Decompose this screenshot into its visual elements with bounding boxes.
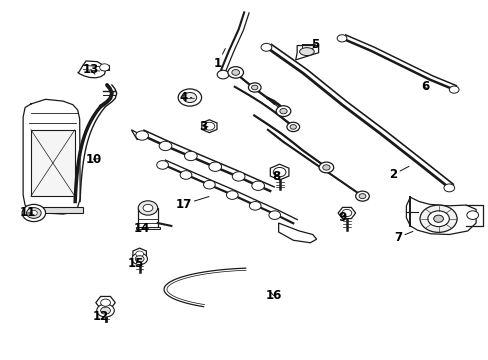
Text: 6: 6: [420, 80, 428, 93]
Text: 15: 15: [128, 257, 144, 270]
Polygon shape: [136, 226, 159, 229]
Circle shape: [101, 299, 110, 306]
Circle shape: [180, 171, 191, 179]
Polygon shape: [23, 99, 80, 214]
Ellipse shape: [299, 48, 314, 55]
Polygon shape: [337, 207, 355, 219]
Circle shape: [419, 205, 456, 232]
Text: 17: 17: [175, 197, 208, 211]
Circle shape: [183, 93, 196, 103]
Circle shape: [251, 85, 257, 90]
Text: 1: 1: [213, 49, 225, 70]
Text: 16: 16: [265, 289, 282, 302]
Polygon shape: [406, 197, 475, 234]
Circle shape: [322, 165, 329, 170]
Text: 13: 13: [82, 63, 99, 76]
Circle shape: [427, 211, 448, 226]
Circle shape: [279, 108, 286, 114]
Circle shape: [30, 211, 37, 216]
Circle shape: [466, 211, 478, 220]
Circle shape: [178, 89, 201, 106]
Circle shape: [341, 210, 351, 217]
Polygon shape: [278, 223, 316, 243]
Circle shape: [248, 83, 261, 92]
Circle shape: [273, 167, 285, 177]
Text: 7: 7: [393, 231, 412, 244]
Circle shape: [319, 162, 333, 173]
Circle shape: [135, 256, 144, 262]
Text: 2: 2: [388, 166, 408, 181]
Circle shape: [358, 194, 365, 199]
Circle shape: [101, 307, 110, 314]
Circle shape: [226, 191, 238, 199]
Circle shape: [336, 35, 346, 42]
Polygon shape: [131, 130, 140, 140]
Circle shape: [100, 64, 109, 71]
Circle shape: [143, 204, 153, 212]
Circle shape: [261, 43, 271, 51]
Circle shape: [433, 215, 443, 222]
Text: 8: 8: [271, 170, 280, 183]
Text: 4: 4: [179, 91, 191, 104]
Circle shape: [132, 253, 147, 265]
Text: 11: 11: [20, 207, 36, 220]
Circle shape: [136, 131, 148, 140]
Text: 3: 3: [199, 120, 207, 133]
Circle shape: [276, 106, 290, 117]
Polygon shape: [202, 120, 217, 133]
Polygon shape: [270, 164, 288, 180]
Circle shape: [97, 304, 114, 317]
Polygon shape: [96, 296, 115, 309]
Circle shape: [208, 162, 221, 171]
Polygon shape: [101, 64, 109, 70]
Circle shape: [448, 86, 458, 93]
Polygon shape: [78, 61, 105, 78]
Circle shape: [286, 122, 299, 132]
Text: 9: 9: [337, 211, 346, 224]
Circle shape: [227, 67, 243, 78]
Polygon shape: [295, 45, 318, 60]
Circle shape: [26, 208, 41, 219]
Circle shape: [159, 141, 171, 150]
Circle shape: [203, 180, 215, 189]
Circle shape: [138, 201, 158, 215]
Circle shape: [443, 184, 454, 192]
Circle shape: [217, 70, 228, 79]
Circle shape: [249, 202, 261, 210]
Polygon shape: [133, 248, 146, 260]
Circle shape: [232, 172, 244, 181]
Circle shape: [203, 122, 214, 130]
Polygon shape: [138, 208, 158, 228]
Polygon shape: [24, 207, 82, 213]
Text: 10: 10: [85, 153, 101, 166]
FancyBboxPatch shape: [31, 130, 75, 196]
Text: 12: 12: [92, 307, 108, 324]
Circle shape: [268, 211, 280, 220]
Text: 14: 14: [134, 222, 150, 235]
Circle shape: [136, 251, 143, 257]
Circle shape: [231, 69, 239, 75]
Circle shape: [355, 191, 368, 201]
Circle shape: [22, 204, 45, 222]
Circle shape: [251, 181, 264, 190]
Circle shape: [184, 151, 197, 161]
Circle shape: [157, 161, 168, 169]
Text: 5: 5: [310, 38, 319, 51]
Circle shape: [289, 125, 296, 129]
